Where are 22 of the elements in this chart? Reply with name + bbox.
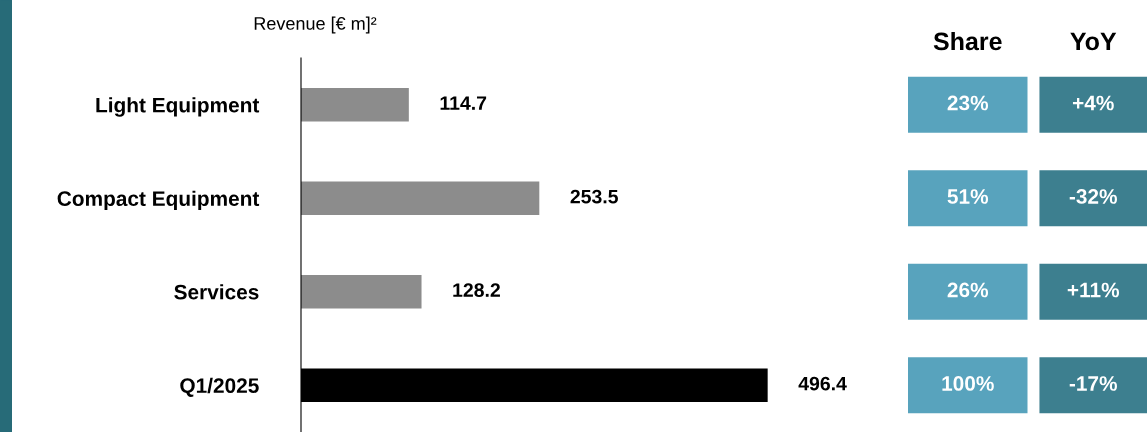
x-axis-title: Revenue [€ m]² [254, 16, 377, 34]
data-label: 114.7 [440, 96, 487, 110]
text: 23% [947, 95, 989, 111]
data-label: 496.4 [798, 376, 847, 391]
data-label: 128.2 [453, 283, 500, 297]
y-tick-label: Services [174, 284, 259, 300]
y-tick-label: Compact Equipment [57, 190, 260, 211]
text: +11% [1067, 282, 1120, 298]
data-label: 253.5 [570, 189, 618, 204]
category-label: Share [933, 31, 1002, 51]
text: 51% [947, 189, 989, 204]
y-tick-label: Q1/2025 [180, 377, 259, 397]
text: -17% [1069, 376, 1117, 391]
text: 26% [947, 282, 989, 298]
text: +4% [1072, 95, 1114, 111]
bar [301, 181, 540, 216]
text: 100% [942, 376, 994, 391]
category-label: YoY [1070, 32, 1117, 51]
text: -32% [1069, 189, 1117, 204]
bar [301, 274, 422, 309]
y-tick-label: Light Equipment [96, 97, 260, 117]
bar [301, 87, 409, 122]
